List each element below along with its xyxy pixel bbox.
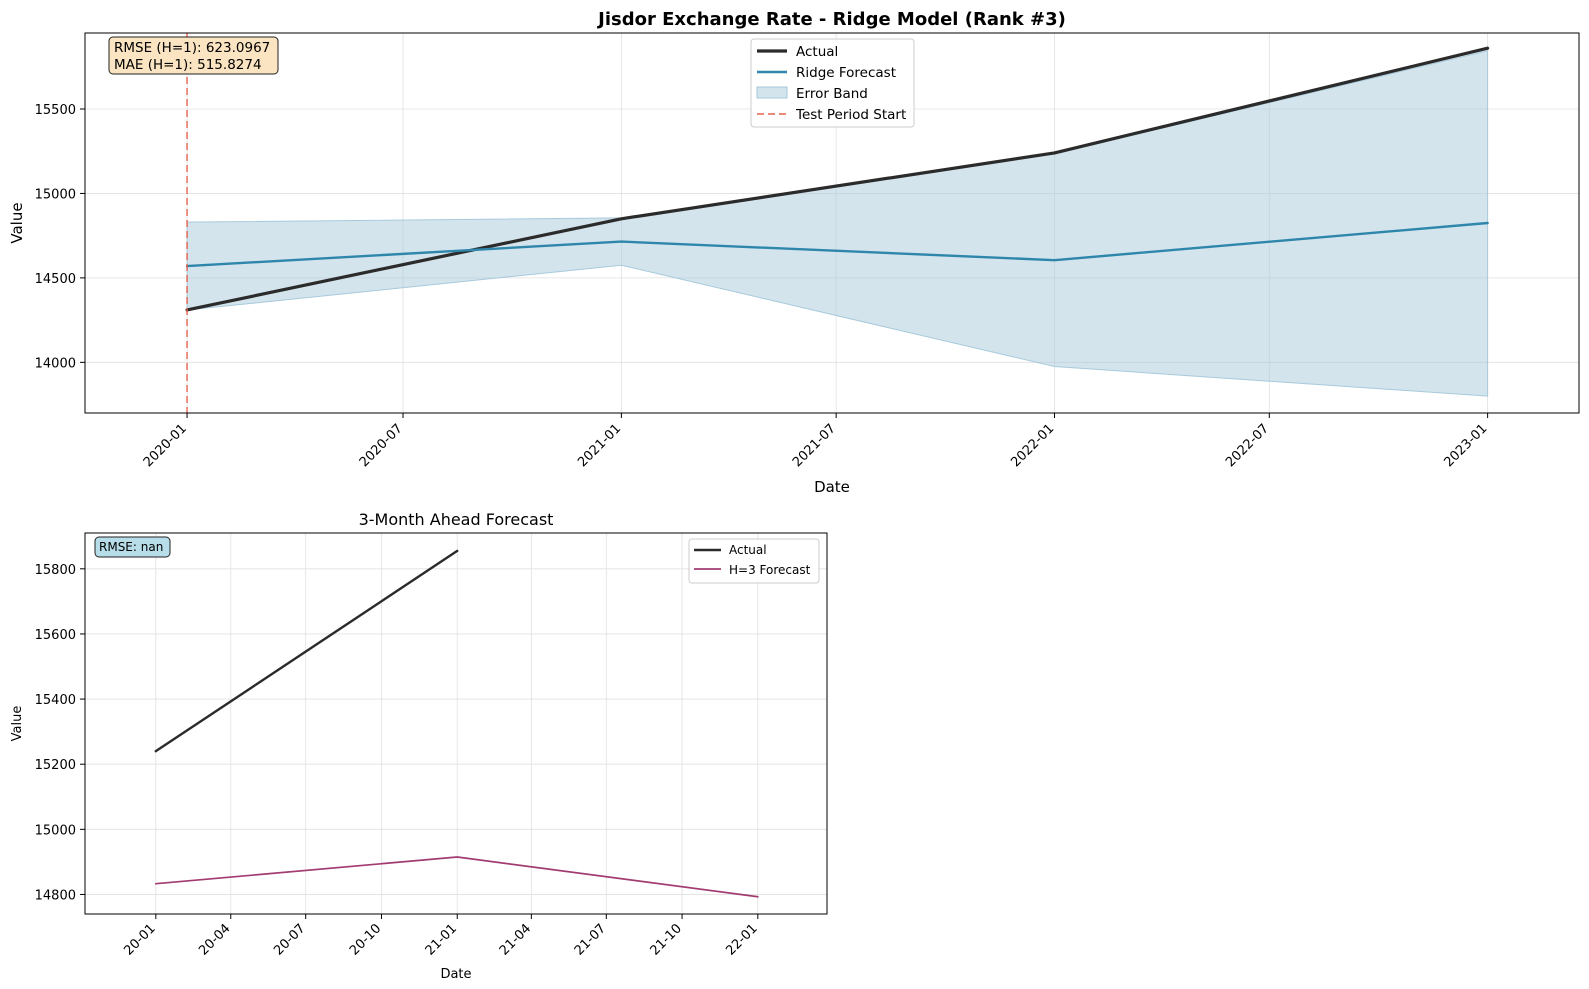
top-metrics-box xyxy=(108,36,279,75)
y-tick-label: 15000 xyxy=(35,187,76,202)
bottom-plot-frame xyxy=(84,532,828,915)
bottom-y-axis-label: Value xyxy=(10,706,25,742)
series-line-actual xyxy=(154,549,459,753)
top-series-lines xyxy=(185,46,1490,312)
bottom-series-lines xyxy=(154,549,759,898)
mae-h1-text: MAE (H=1): 515.8274 xyxy=(114,57,262,73)
y-tick-label: 15500 xyxy=(35,103,76,118)
bottom-metrics-box xyxy=(94,536,171,558)
y-tick-label: 14000 xyxy=(35,356,76,371)
legend-ridge-forecast-label: Ridge Forecast xyxy=(796,65,896,81)
bottom-metrics-annotation: RMSE: nan xyxy=(94,536,171,558)
top-metrics-annotation: RMSE (H=1): 623.0967 MAE (H=1): 515.8274 xyxy=(108,36,279,75)
y-tick-label: 15200 xyxy=(35,758,76,773)
legend-error-band-swatch xyxy=(756,86,788,99)
rmse-h1-text: RMSE (H=1): 623.0967 xyxy=(114,40,270,56)
bottom-chart-title: 3-Month Ahead Forecast xyxy=(359,510,554,529)
top-plot-frame xyxy=(84,32,1580,414)
bottom-y-axis: 14800 15000 15200 15400 15600 15800 xyxy=(35,563,85,903)
bottom-x-axis-label: Date xyxy=(440,967,471,982)
top-legend: Actual Ridge Forecast Error Band Test Pe… xyxy=(750,38,915,128)
series-line-h-3-forecast xyxy=(154,856,759,898)
rmse-h3-text: RMSE: nan xyxy=(99,540,163,554)
legend-actual-label: Actual xyxy=(796,44,838,60)
bottom-gridlines xyxy=(85,533,827,914)
legend-h3-actual-label: Actual xyxy=(729,543,767,557)
y-tick-label: 15600 xyxy=(35,628,76,643)
y-tick-label: 14800 xyxy=(35,888,76,903)
legend-test-period-label: Test Period Start xyxy=(795,107,906,123)
top-chart-title: Jisdor Exchange Rate - Ridge Model (Rank… xyxy=(596,9,1066,30)
legend-error-band-label: Error Band xyxy=(796,86,868,102)
y-tick-label: 14500 xyxy=(35,272,76,287)
top-chart-panel: 2020-01 2020-07 2021-01 2021-07 2022-01 2022-… xyxy=(8,9,1580,496)
bottom-legend-box xyxy=(688,538,820,584)
legend-h3-forecast-label: H=3 Forecast xyxy=(729,563,811,577)
y-tick-label: 15000 xyxy=(35,823,76,838)
top-legend-box xyxy=(750,38,915,128)
top-x-axis-label: Date xyxy=(814,478,850,496)
y-tick-label: 15400 xyxy=(35,693,76,708)
top-y-axis: 14000 14500 15000 15500 xyxy=(35,103,85,371)
bottom-legend: Actual H=3 Forecast xyxy=(688,538,820,584)
series-line-actual xyxy=(185,46,1490,312)
top-y-axis-label: Value xyxy=(8,202,26,243)
y-tick-label: 15800 xyxy=(35,563,76,578)
series-line-ridge-forecast xyxy=(185,221,1489,268)
